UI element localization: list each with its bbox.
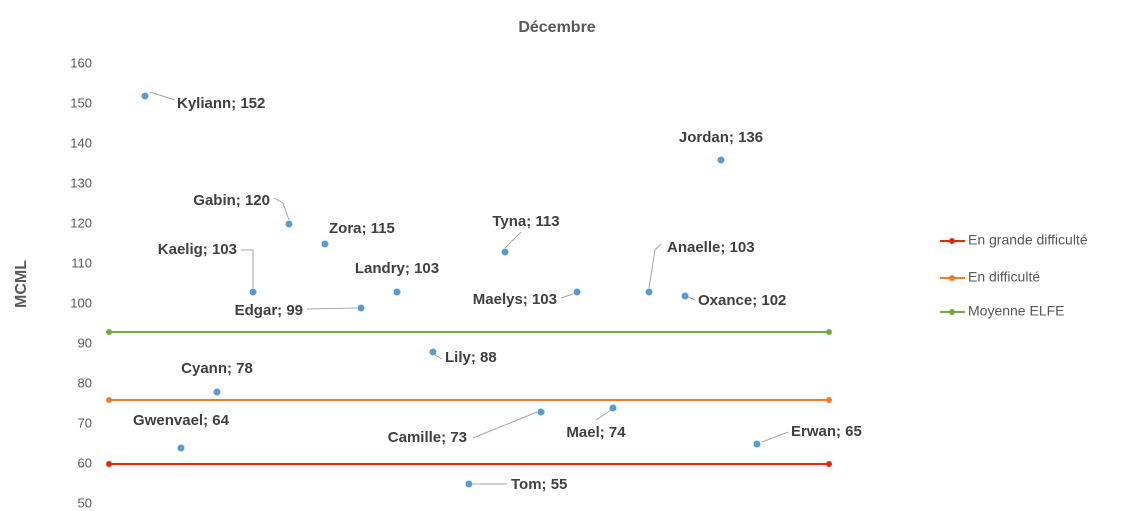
data-point xyxy=(645,288,653,296)
y-tick-label: 90 xyxy=(78,335,92,350)
data-label: Edgar; 99 xyxy=(235,302,303,319)
data-point xyxy=(573,288,581,296)
data-label: Kyliann; 152 xyxy=(177,95,265,112)
y-tick-label: 60 xyxy=(78,455,92,470)
data-point xyxy=(717,156,725,164)
data-point xyxy=(393,288,401,296)
data-point xyxy=(321,240,329,248)
data-label: Landry; 103 xyxy=(355,260,439,277)
data-label: Oxance; 102 xyxy=(698,292,786,309)
data-label: Camille; 73 xyxy=(388,429,467,446)
chart-title: Décembre xyxy=(518,19,595,36)
line-marker xyxy=(106,329,112,335)
leader-line xyxy=(241,249,254,288)
data-label: Maelys; 103 xyxy=(473,291,557,308)
data-label: Anaelle; 103 xyxy=(667,239,755,256)
data-point xyxy=(753,440,761,448)
legend-label: En difficulté xyxy=(968,269,1040,285)
leader-line xyxy=(306,307,358,310)
y-axis-label: MCML xyxy=(13,260,30,308)
data-point xyxy=(681,292,689,300)
y-tick-label: 140 xyxy=(70,135,92,150)
y-tick-label: 120 xyxy=(70,215,92,230)
y-tick-label: 70 xyxy=(78,415,92,430)
data-label: Mael; 74 xyxy=(566,424,626,441)
line-marker xyxy=(106,397,112,403)
data-label: Lily; 88 xyxy=(445,349,497,366)
line-marker xyxy=(826,397,832,403)
data-point xyxy=(609,404,617,412)
legend-label: En grande difficulté xyxy=(968,232,1088,248)
data-label: Tom; 55 xyxy=(511,476,567,493)
leader-line xyxy=(273,197,290,221)
leader-line xyxy=(761,431,789,443)
data-label: Zora; 115 xyxy=(329,220,395,237)
leader-line xyxy=(595,409,612,421)
line-marker xyxy=(106,461,112,467)
leader-line xyxy=(434,354,443,360)
y-tick-label: 80 xyxy=(78,375,92,390)
leader-line xyxy=(504,231,522,249)
line-marker xyxy=(826,329,832,335)
y-tick-label: 110 xyxy=(71,255,92,270)
y-tick-label: 50 xyxy=(78,495,92,510)
data-point xyxy=(213,388,221,396)
legend-marker xyxy=(949,275,955,281)
data-label: Gabin; 120 xyxy=(193,192,270,209)
data-point xyxy=(501,248,509,256)
data-label: Cyann; 78 xyxy=(181,360,253,377)
legend-marker xyxy=(949,309,955,315)
data-label: Kaelig; 103 xyxy=(158,241,237,258)
data-point xyxy=(141,92,149,100)
data-label: Erwan; 65 xyxy=(791,423,862,440)
y-tick-label: 160 xyxy=(70,55,92,70)
legend-marker xyxy=(949,238,955,244)
data-point xyxy=(537,408,545,416)
leader-line xyxy=(560,293,574,299)
leader-line xyxy=(472,411,538,439)
leader-line xyxy=(648,243,662,289)
line-marker xyxy=(826,461,832,467)
y-tick-label: 130 xyxy=(70,175,92,190)
data-label: Gwenvael; 64 xyxy=(133,412,230,429)
data-label: Tyna; 113 xyxy=(492,213,559,230)
data-point xyxy=(357,304,365,312)
leader-line xyxy=(149,91,176,101)
y-tick-label: 150 xyxy=(70,95,92,110)
legend-label: Moyenne ELFE xyxy=(968,303,1065,319)
data-point xyxy=(429,348,437,356)
data-point xyxy=(177,444,185,452)
data-point xyxy=(285,220,293,228)
data-point xyxy=(249,288,257,296)
data-label: Jordan; 136 xyxy=(679,129,763,146)
data-point xyxy=(465,480,473,488)
y-tick-label: 100 xyxy=(70,295,92,310)
